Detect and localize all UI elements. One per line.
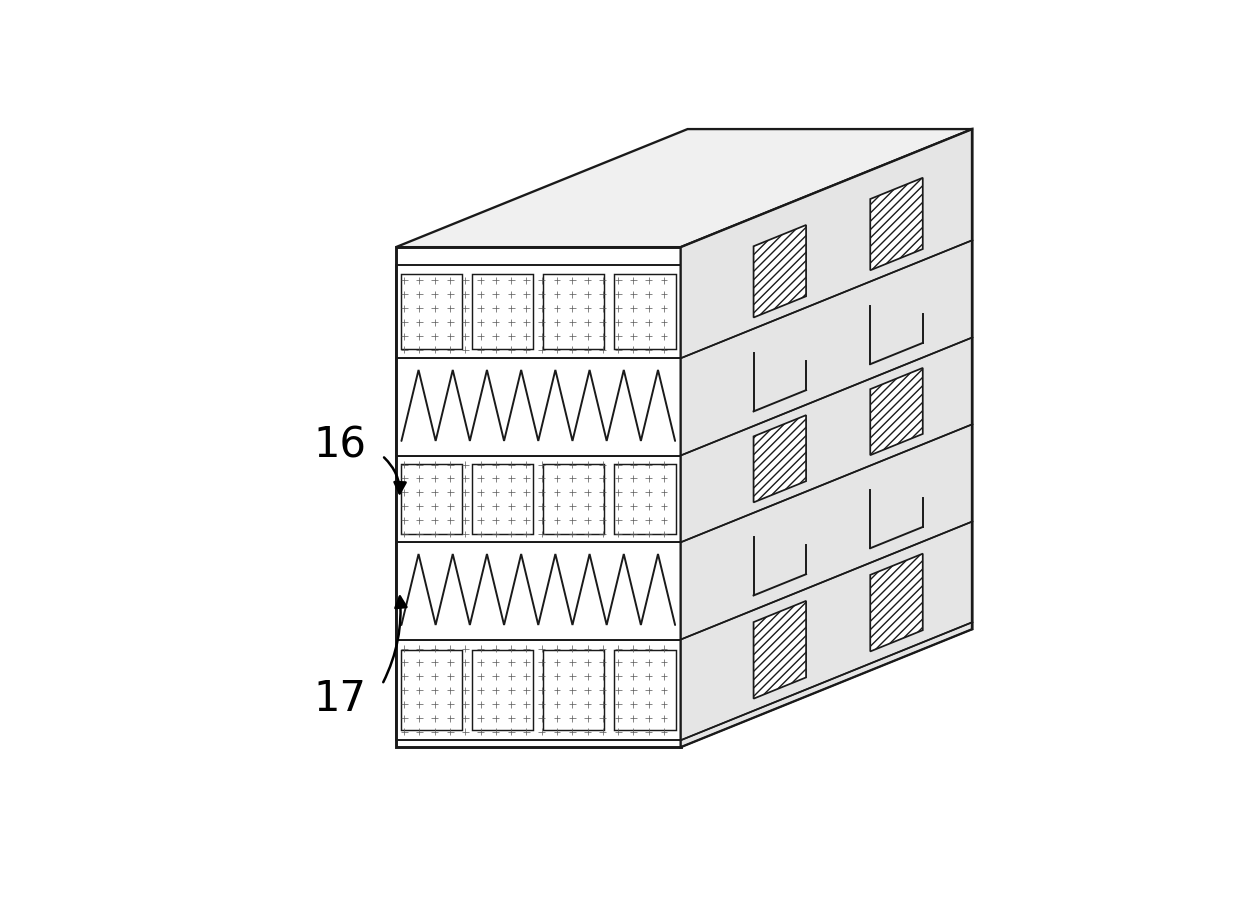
Polygon shape: [870, 178, 923, 271]
Text: 16: 16: [314, 424, 367, 466]
Polygon shape: [396, 247, 681, 747]
Polygon shape: [396, 358, 681, 456]
Polygon shape: [754, 225, 806, 318]
Polygon shape: [396, 542, 681, 640]
Polygon shape: [754, 415, 806, 502]
Polygon shape: [681, 129, 972, 747]
Polygon shape: [754, 601, 806, 699]
Polygon shape: [396, 456, 681, 542]
Text: 17: 17: [314, 677, 367, 720]
Polygon shape: [396, 129, 972, 247]
Polygon shape: [396, 640, 681, 741]
Polygon shape: [870, 368, 923, 456]
Polygon shape: [870, 554, 923, 651]
Polygon shape: [396, 264, 681, 358]
